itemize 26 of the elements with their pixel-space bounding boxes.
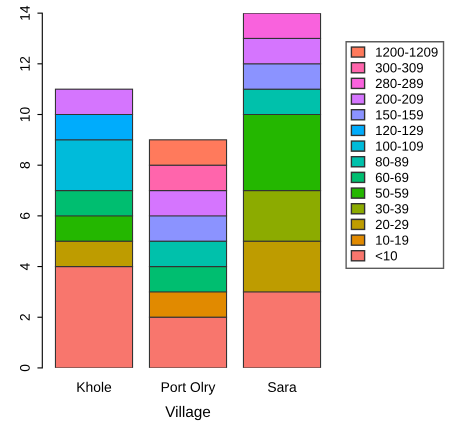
y-tick-label: 8 [20, 162, 30, 168]
legend-label: 1200-1209 [376, 47, 438, 57]
legend-label: 300-309 [376, 63, 423, 72]
legend-label: 50-59 [376, 188, 408, 198]
legend-label: 10-19 [376, 235, 408, 245]
legend-label: 150-159 [376, 110, 423, 120]
legend-label: 200-209 [376, 94, 423, 104]
legend-label: 80-89 [376, 157, 408, 166]
legend-label: 120-129 [376, 126, 423, 136]
y-tick-label: 6 [20, 212, 30, 220]
y-tick-label: 2 [20, 314, 30, 320]
x-tick-label: Port Olry [162, 382, 216, 395]
x-tick-label: Sara [268, 382, 297, 392]
legend-label: <10 [376, 251, 398, 260]
legend-label: 20-29 [376, 220, 408, 230]
x-axis-title: Village [165, 406, 210, 420]
y-tick-label: 10 [20, 107, 30, 122]
y-tick-label: 12 [20, 56, 30, 70]
y-tick-label: 14 [20, 6, 30, 20]
legend-label: 100-109 [376, 141, 423, 151]
legend-label: 30-39 [376, 204, 408, 214]
x-tick-label: Khole [77, 382, 112, 392]
legend-label: 280-289 [376, 78, 423, 88]
y-tick-label: 4 [20, 263, 30, 270]
legend-label: 60-69 [376, 172, 408, 182]
y-tick-label: 0 [20, 364, 30, 372]
